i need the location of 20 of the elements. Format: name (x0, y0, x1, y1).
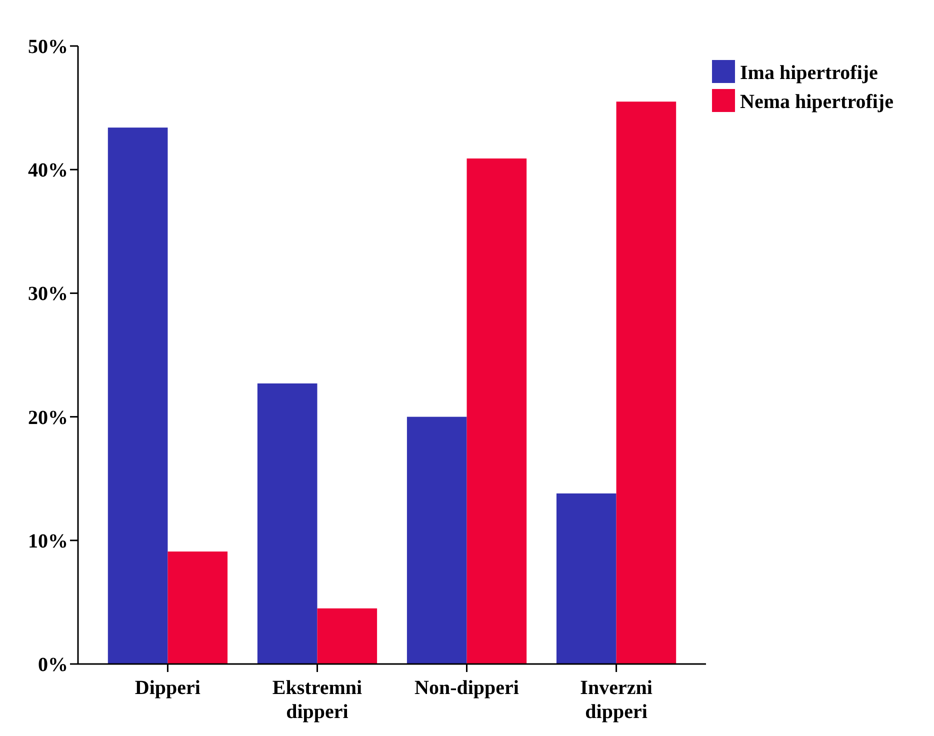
bar (616, 102, 676, 664)
bar (466, 158, 527, 664)
bar (168, 552, 228, 664)
y-tick-label: 30% (28, 283, 68, 306)
y-tick-label: 20% (28, 406, 68, 429)
y-tick-label: 0% (38, 654, 68, 676)
bar (556, 493, 616, 664)
x-tick-label: Dipperi (134, 677, 201, 699)
x-tick-label: Ekstremni dipperi (272, 677, 362, 723)
x-tick-label: Non-dipperi (414, 677, 520, 699)
bar (257, 383, 318, 664)
legend-label: Ima hipertrofije (740, 62, 878, 84)
x-tick-label: Inverzni dipperi (580, 677, 653, 723)
y-tick-label: 10% (28, 530, 68, 552)
bar (406, 416, 467, 664)
y-tick-label: 50% (28, 36, 68, 58)
bar (108, 128, 168, 664)
legend-label: Nema hipertrofije (740, 91, 894, 113)
bar (317, 608, 378, 664)
y-tick-label: 40% (28, 160, 68, 182)
